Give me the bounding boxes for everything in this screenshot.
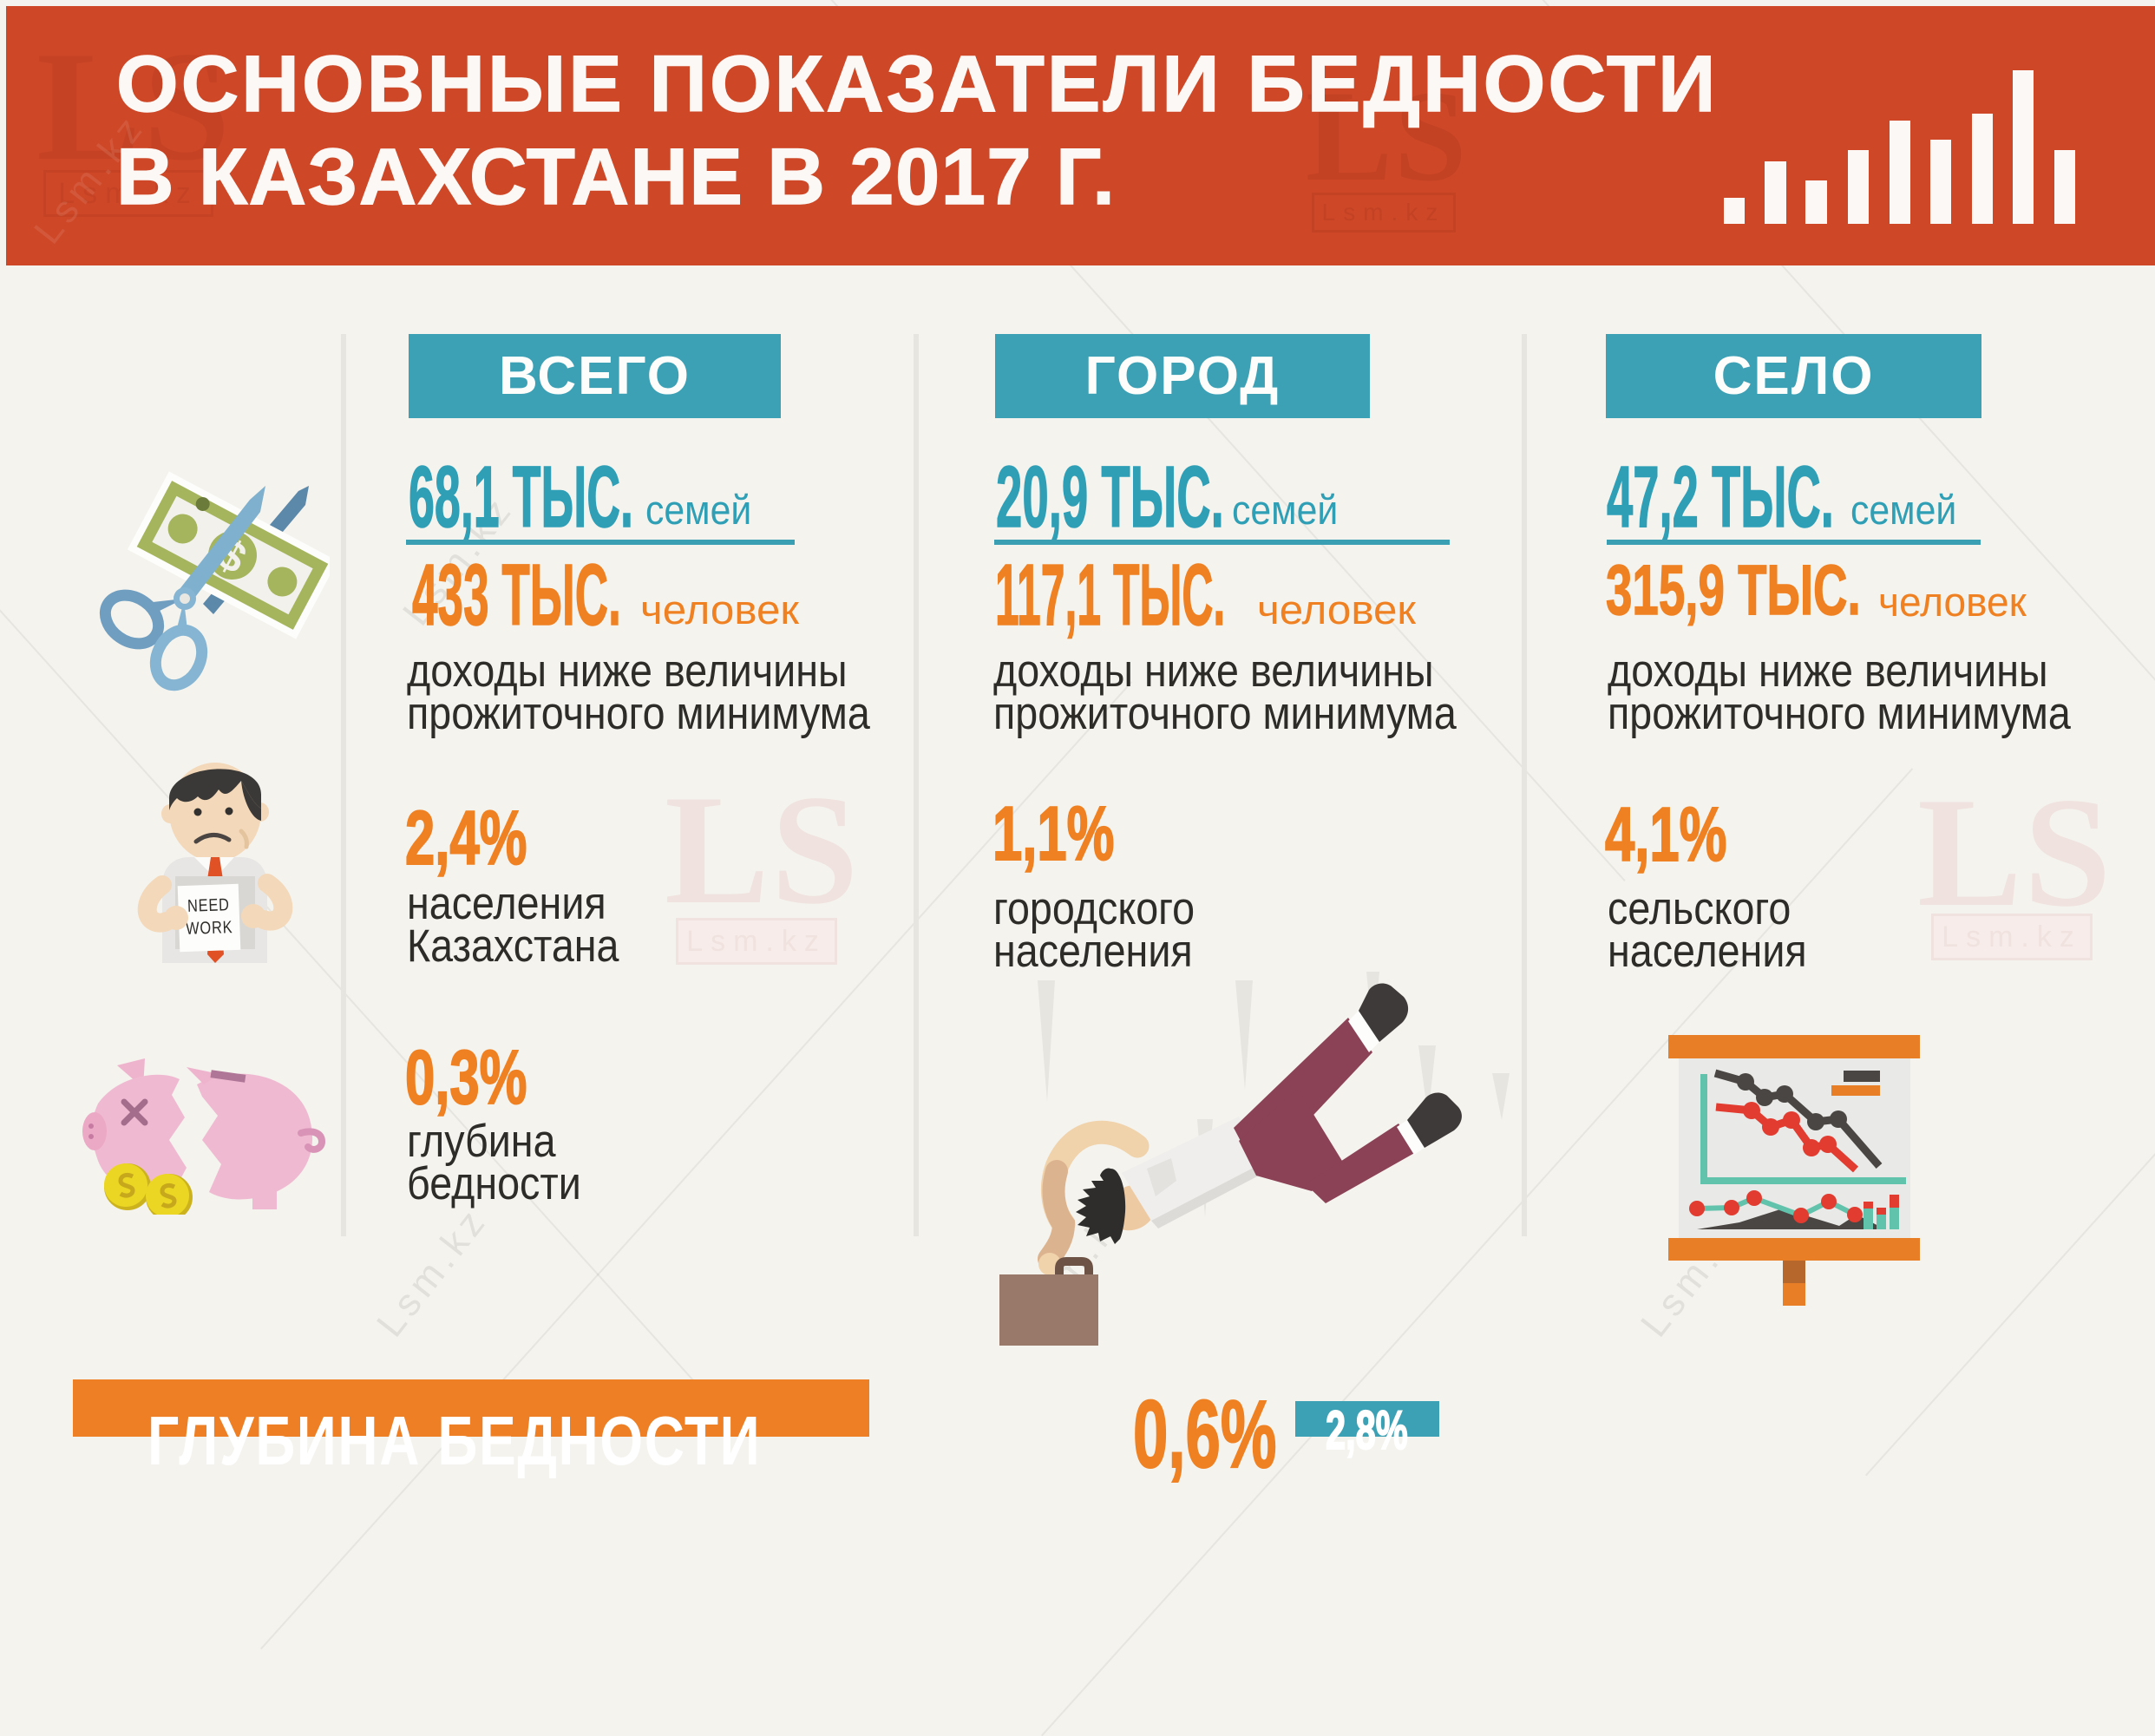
svg-text:NEED: NEED: [187, 894, 231, 916]
svg-text:WORK: WORK: [186, 916, 233, 938]
